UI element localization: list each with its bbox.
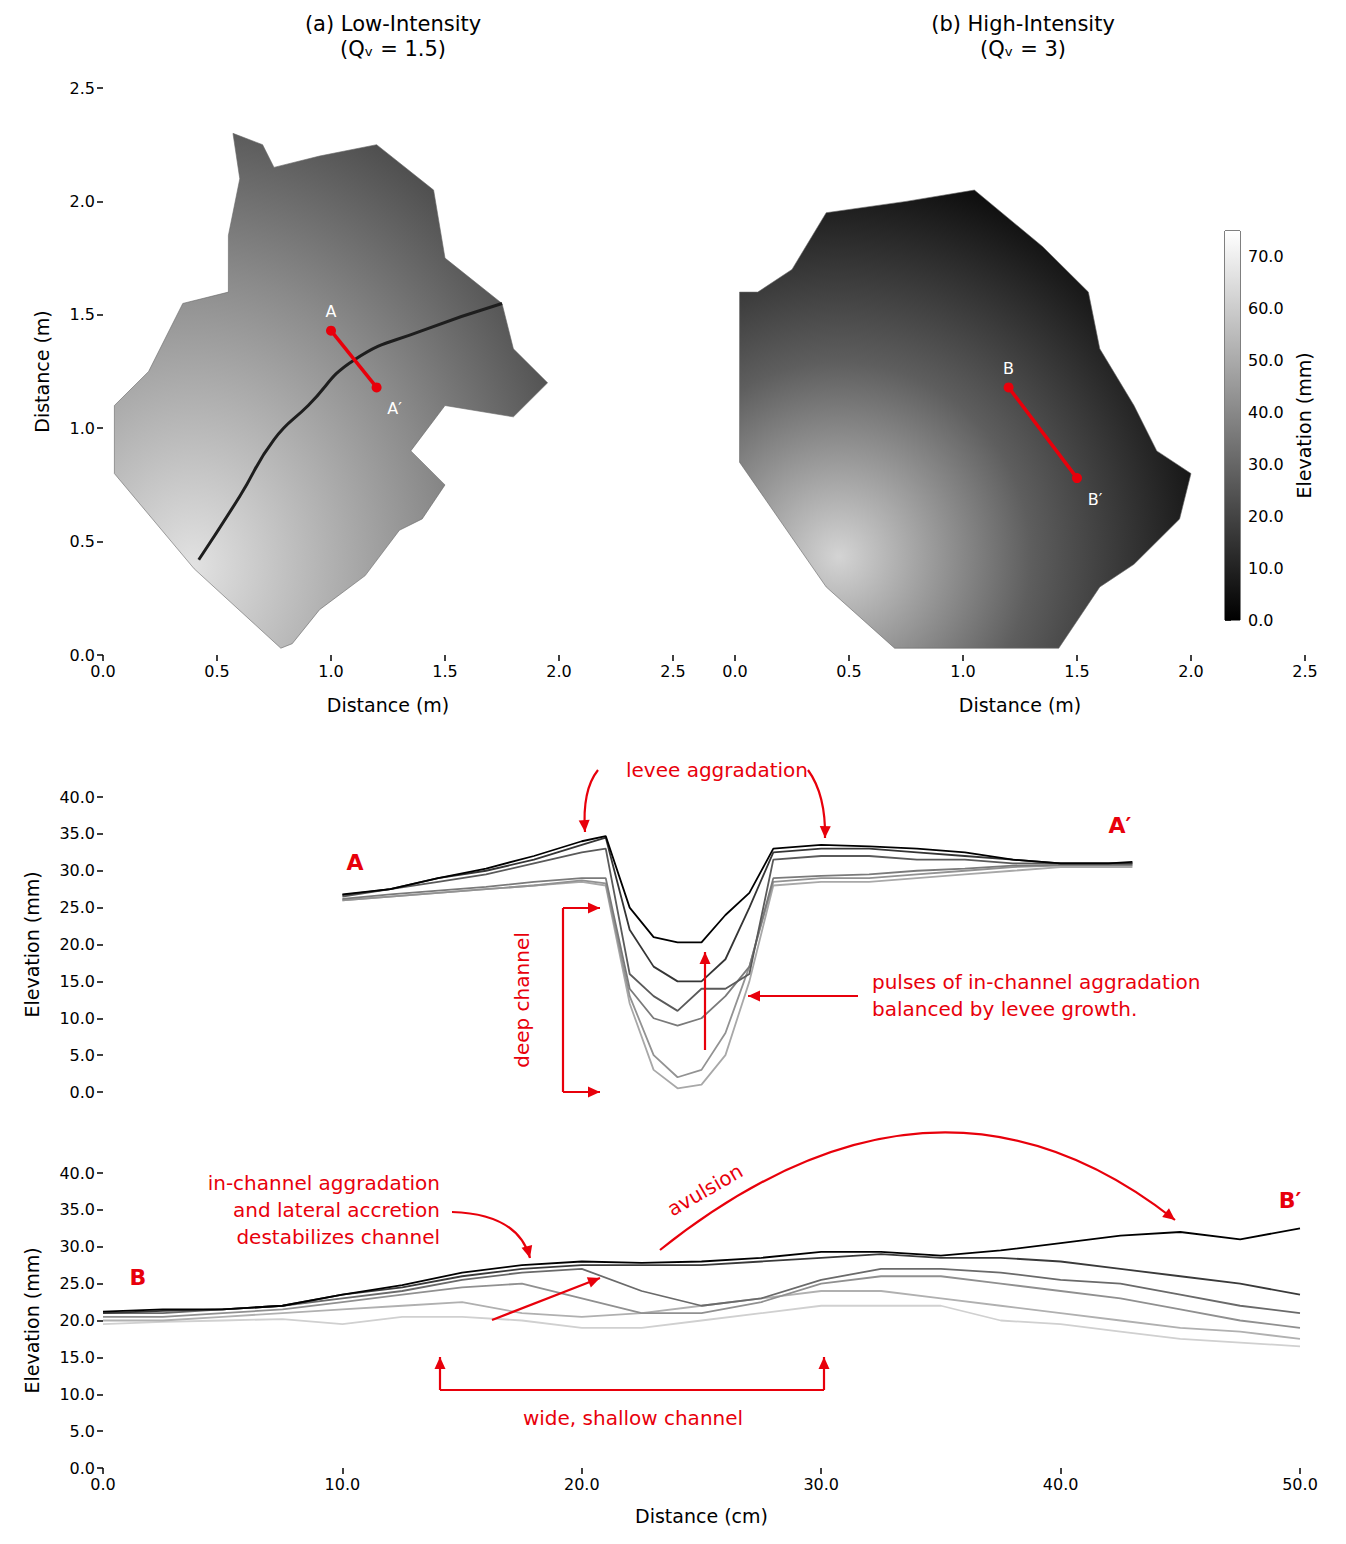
svg-text:40.0: 40.0 <box>59 788 95 807</box>
svg-text:10.0: 10.0 <box>59 1009 95 1028</box>
svg-text:1.5: 1.5 <box>70 305 95 324</box>
svg-text:Distance (m): Distance (m) <box>959 694 1081 716</box>
svg-text:30.0: 30.0 <box>59 861 95 880</box>
svg-text:in-channel aggradation: in-channel aggradation <box>208 1171 440 1195</box>
svg-text:15.0: 15.0 <box>59 972 95 991</box>
svg-text:A′: A′ <box>1109 813 1132 838</box>
svg-text:20.0: 20.0 <box>564 1475 600 1494</box>
svg-text:1.0: 1.0 <box>950 662 975 681</box>
svg-text:(a) Low-Intensity: (a) Low-Intensity <box>305 12 481 36</box>
svg-text:(Qᵥ = 1.5): (Qᵥ = 1.5) <box>340 37 446 61</box>
svg-text:0.5: 0.5 <box>204 662 229 681</box>
svg-text:B: B <box>1003 359 1014 378</box>
svg-text:Elevation (mm): Elevation (mm) <box>1293 352 1315 498</box>
svg-text:40.0: 40.0 <box>1043 1475 1079 1494</box>
svg-text:70.0: 70.0 <box>1248 247 1284 266</box>
svg-text:5.0: 5.0 <box>70 1046 95 1065</box>
svg-text:Elevation (mm): Elevation (mm) <box>21 1247 43 1393</box>
svg-text:(Qᵥ = 3): (Qᵥ = 3) <box>980 37 1066 61</box>
svg-text:0.5: 0.5 <box>836 662 861 681</box>
svg-text:and lateral accretion: and lateral accretion <box>233 1198 440 1222</box>
svg-text:30.0: 30.0 <box>59 1237 95 1256</box>
svg-text:2.0: 2.0 <box>546 662 571 681</box>
svg-text:50.0: 50.0 <box>1282 1475 1318 1494</box>
svg-text:20.0: 20.0 <box>59 1311 95 1330</box>
svg-text:Distance (m): Distance (m) <box>327 694 449 716</box>
svg-text:1.0: 1.0 <box>70 419 95 438</box>
svg-text:10.0: 10.0 <box>325 1475 361 1494</box>
svg-text:levee aggradation: levee aggradation <box>626 758 808 782</box>
svg-text:B′: B′ <box>1279 1188 1302 1213</box>
svg-text:20.0: 20.0 <box>1248 507 1284 526</box>
svg-text:A: A <box>346 850 363 875</box>
svg-text:50.0: 50.0 <box>1248 351 1284 370</box>
svg-text:B′: B′ <box>1088 490 1103 509</box>
svg-text:Elevation (mm): Elevation (mm) <box>21 871 43 1017</box>
svg-text:60.0: 60.0 <box>1248 299 1284 318</box>
svg-text:35.0: 35.0 <box>59 1200 95 1219</box>
svg-text:30.0: 30.0 <box>1248 455 1284 474</box>
svg-text:pulses of in-channel aggradati: pulses of in-channel aggradation <box>872 970 1200 994</box>
svg-text:15.0: 15.0 <box>59 1348 95 1367</box>
svg-text:destabilizes channel: destabilizes channel <box>236 1225 440 1249</box>
svg-text:A: A <box>326 302 337 321</box>
svg-text:(b) High-Intensity: (b) High-Intensity <box>931 12 1115 36</box>
svg-text:1.5: 1.5 <box>432 662 457 681</box>
svg-text:0.0: 0.0 <box>722 662 747 681</box>
svg-text:0.0: 0.0 <box>69 1458 95 1478</box>
svg-text:0.0: 0.0 <box>69 645 95 665</box>
svg-text:Distance (m): Distance (m) <box>31 310 53 432</box>
svg-text:avulsion: avulsion <box>663 1159 747 1221</box>
svg-text:0.0: 0.0 <box>1248 611 1273 630</box>
svg-text:10.0: 10.0 <box>59 1385 95 1404</box>
svg-text:40.0: 40.0 <box>59 1164 95 1183</box>
svg-text:balanced by levee growth.: balanced by levee growth. <box>872 997 1137 1021</box>
svg-text:10.0: 10.0 <box>1248 559 1284 578</box>
svg-text:B: B <box>130 1265 147 1290</box>
svg-text:deep channel: deep channel <box>510 932 534 1068</box>
svg-text:40.0: 40.0 <box>1248 403 1284 422</box>
svg-text:0.5: 0.5 <box>70 532 95 551</box>
svg-text:A′: A′ <box>387 399 402 418</box>
svg-text:20.0: 20.0 <box>59 935 95 954</box>
svg-text:Distance (cm): Distance (cm) <box>635 1505 768 1527</box>
svg-text:2.0: 2.0 <box>1178 662 1203 681</box>
svg-text:5.0: 5.0 <box>70 1422 95 1441</box>
svg-text:35.0: 35.0 <box>59 824 95 843</box>
svg-text:2.5: 2.5 <box>660 662 685 681</box>
svg-text:2.5: 2.5 <box>70 79 95 98</box>
svg-text:0.0: 0.0 <box>70 1083 95 1102</box>
svg-text:2.5: 2.5 <box>1292 662 1317 681</box>
svg-text:0.0: 0.0 <box>90 662 115 681</box>
svg-text:25.0: 25.0 <box>59 1274 95 1293</box>
svg-text:1.5: 1.5 <box>1064 662 1089 681</box>
svg-text:wide, shallow channel: wide, shallow channel <box>523 1406 743 1430</box>
svg-text:1.0: 1.0 <box>318 662 343 681</box>
svg-text:25.0: 25.0 <box>59 898 95 917</box>
svg-text:0.0: 0.0 <box>90 1475 115 1494</box>
svg-text:2.0: 2.0 <box>70 192 95 211</box>
svg-text:30.0: 30.0 <box>803 1475 839 1494</box>
